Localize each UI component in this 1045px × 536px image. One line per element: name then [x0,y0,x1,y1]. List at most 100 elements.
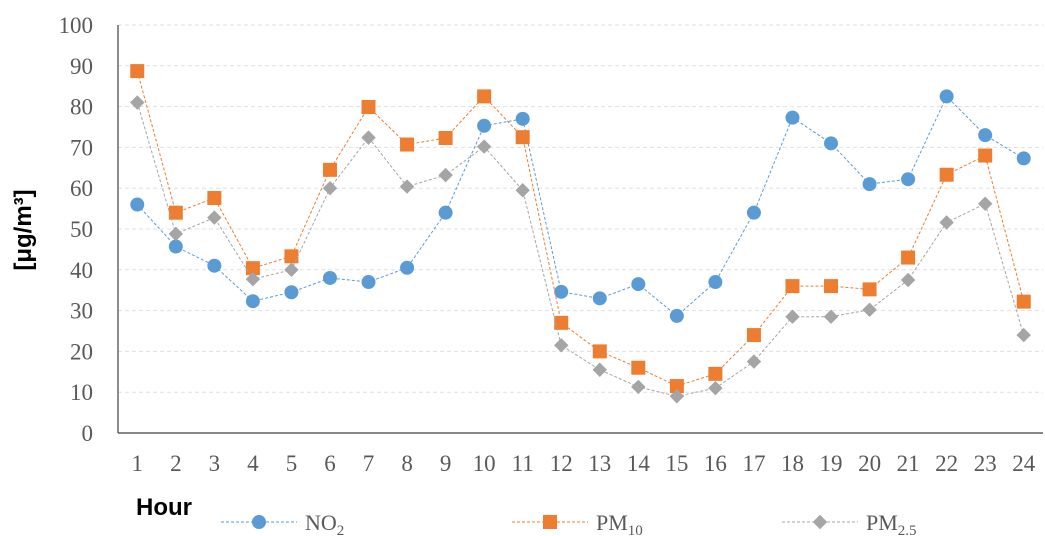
data-point [1016,327,1031,343]
data-point [245,294,260,309]
data-point [284,262,299,278]
data-point [554,284,569,299]
x-tick-label: 18 [781,451,804,476]
x-tick-label: 14 [627,451,651,476]
x-tick-label: 10 [473,451,496,476]
data-point [785,110,800,125]
data-point [708,380,723,396]
x-tick-label: 24 [1012,451,1036,476]
data-point [284,285,299,300]
y-tick-label: 100 [59,13,94,38]
data-point [785,309,800,324]
x-tick-label: 22 [935,451,958,476]
legend-item-PM10: PM10 [512,510,643,536]
y-tick-label: 50 [70,217,93,242]
data-point [400,137,415,152]
data-point [746,205,761,220]
x-tick-label: 6 [324,451,336,476]
data-point [361,275,376,290]
y-axis-title: [μg/m³] [10,189,37,270]
gridlines [118,24,1043,393]
axes [117,25,1043,434]
data-point [631,277,646,292]
data-point [824,136,839,151]
series-PM10 [130,64,1031,394]
data-point [245,271,261,287]
data-point [554,338,569,353]
legend-item-NO2: NO2 [221,510,344,536]
legend-marker [252,515,266,529]
legend-item-PM2.5: PM2.5 [782,510,917,536]
x-tick-label: 21 [897,451,920,476]
data-point [130,95,145,110]
x-tick-labels: 1 2 3 4 5 6 7 8 9 10 11 12 13 14 15 16 17 18 19 20 21 22 23 24 [132,451,1036,476]
data-point [824,279,839,294]
data-point [207,258,222,273]
data-point [900,272,916,288]
data-point [515,183,530,198]
data-point [476,139,492,154]
y-tick-label: 20 [70,339,93,364]
x-tick-label: 2 [170,451,182,476]
data-point [785,279,800,294]
data-point [823,309,839,324]
data-point [438,131,453,146]
x-tick-label: 9 [440,451,452,476]
data-point [322,270,337,285]
x-axis-title: Hour [136,494,192,521]
y-tick-label: 10 [70,380,93,405]
legend-label: NO2 [305,510,344,536]
data-point [322,162,337,177]
data-point [862,282,877,297]
series-layer [130,64,1031,404]
data-point [322,180,338,196]
x-tick-label: 13 [588,451,611,476]
x-tick-label: 4 [247,451,259,476]
data-point [708,366,723,381]
data-point [746,354,762,369]
data-point [438,205,453,220]
data-point [669,389,685,404]
data-point [130,197,145,212]
x-tick-label: 15 [665,451,688,476]
data-point [939,89,954,104]
data-point [399,179,415,194]
x-tick-label: 17 [742,451,765,476]
x-tick-label: 23 [974,451,997,476]
data-point [862,302,877,317]
data-point [515,111,530,126]
x-tick-label: 20 [858,451,881,476]
data-point [168,226,184,242]
y-tick-label: 90 [70,54,93,79]
legend-marker [812,514,828,530]
data-point [901,172,916,187]
data-point [400,260,415,275]
x-tick-label: 16 [704,451,727,476]
y-tick-label: 30 [70,299,93,324]
y-tick-label: 60 [70,176,93,201]
data-point [978,128,993,143]
data-point [592,362,607,377]
data-point [746,328,761,343]
data-point [939,167,954,182]
data-point [631,360,646,375]
data-point [207,210,222,225]
data-point [708,275,723,290]
y-tick-labels: 0 10 20 30 40 50 60 70 80 90 100 [59,13,94,446]
legend-label: PM10 [596,510,643,536]
x-tick-label: 8 [401,451,413,476]
x-tick-label: 11 [512,451,534,476]
legend-label: PM2.5 [866,510,917,536]
data-point [130,64,145,79]
series-line [136,95,1024,317]
data-point [669,308,684,323]
legend: NO2 PM10 PM2.5 [221,510,917,536]
data-point [361,130,376,145]
x-tick-label: 7 [363,451,375,476]
x-tick-label: 19 [820,451,843,476]
data-point [554,315,569,330]
data-point [901,250,916,265]
data-point [977,196,993,211]
x-tick-label: 12 [550,451,573,476]
